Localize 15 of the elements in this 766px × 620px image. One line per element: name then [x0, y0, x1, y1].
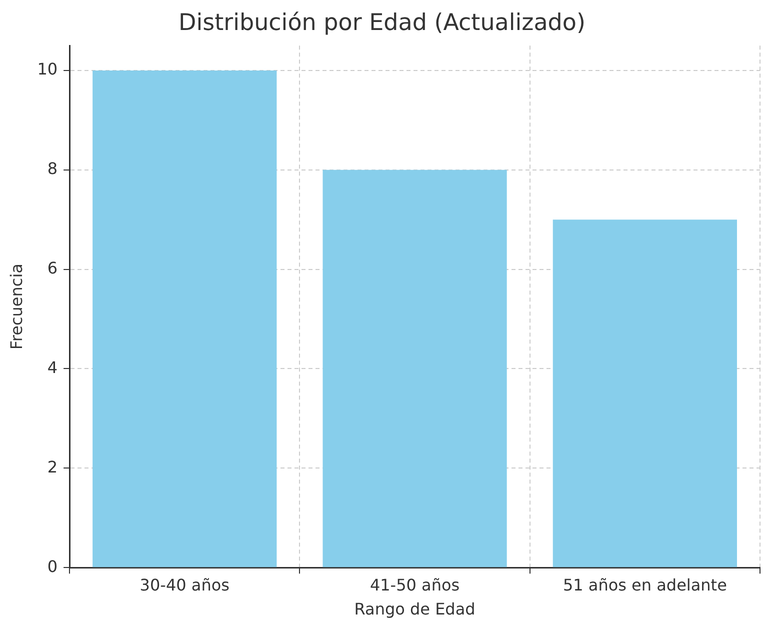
bar — [322, 170, 507, 568]
x-tick-label: 41-50 años — [370, 575, 460, 594]
y-tick-label: 0 — [47, 556, 58, 576]
x-tick-label: 51 años en adelante — [562, 575, 727, 594]
bar — [92, 70, 277, 568]
y-tick-label: 10 — [37, 60, 58, 79]
x-tick-label: 30-40 años — [140, 575, 230, 594]
y-tick-label: 2 — [47, 457, 58, 476]
y-tick-label: 4 — [47, 358, 58, 377]
bar — [552, 220, 737, 568]
y-tick-label: 6 — [47, 258, 58, 278]
chart-title: Distribución por Edad (Actualizado) — [178, 10, 586, 36]
y-tick-label: 8 — [47, 159, 58, 178]
x-axis-title: Rango de Edad — [354, 600, 476, 619]
y-axis-title: Frecuencia — [6, 264, 26, 350]
